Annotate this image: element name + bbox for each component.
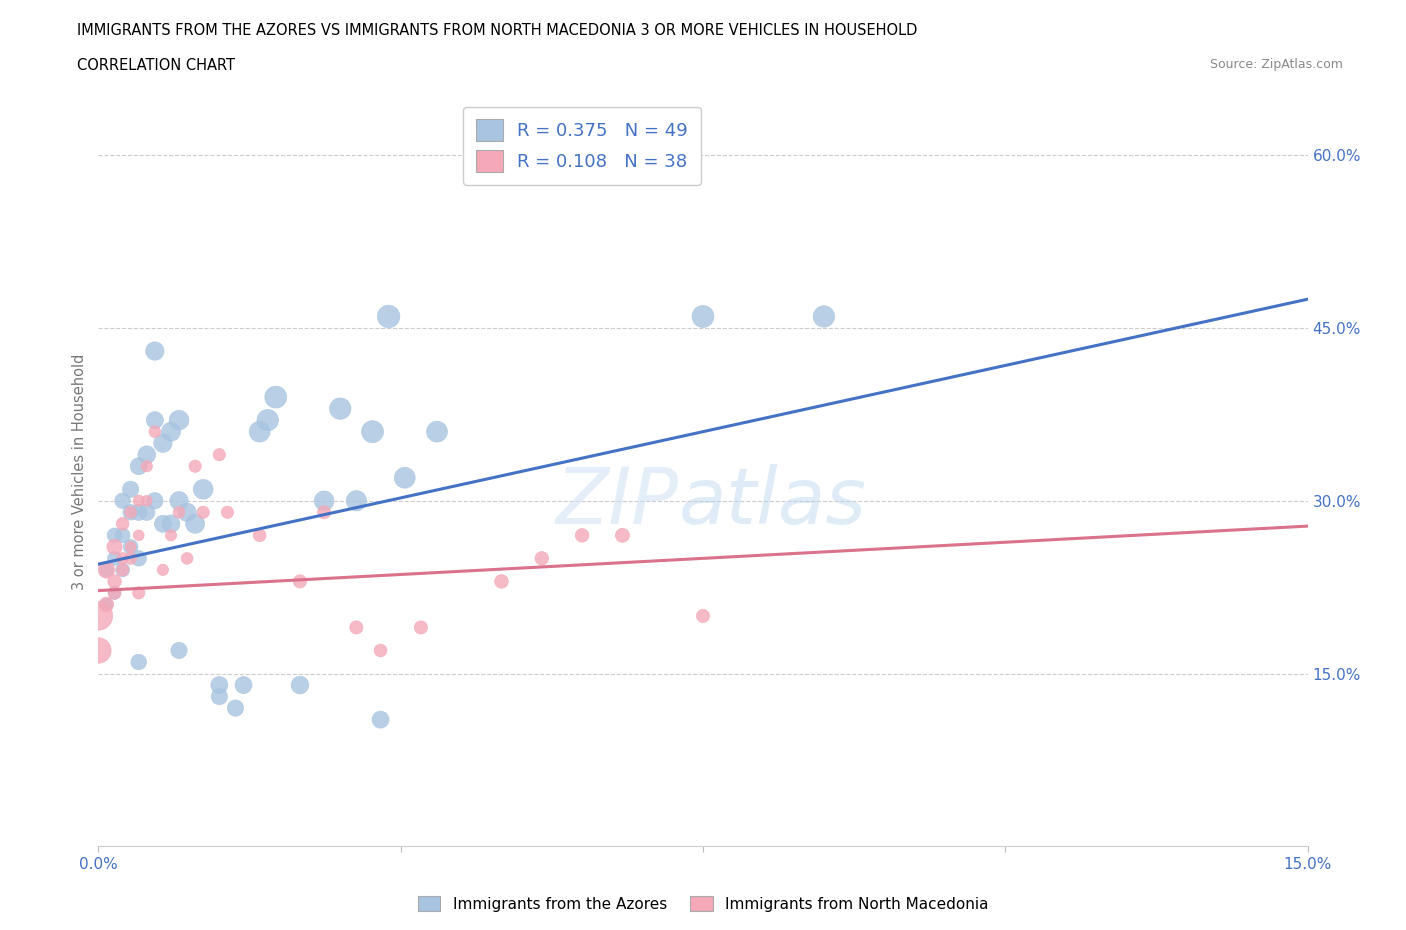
Point <box>111 493 134 508</box>
Point <box>692 309 714 324</box>
Point <box>96 597 118 612</box>
Point <box>152 563 174 578</box>
Point <box>288 574 311 589</box>
Point <box>329 401 352 416</box>
Point <box>249 424 271 439</box>
Point <box>344 620 367 635</box>
Point <box>193 505 215 520</box>
Point <box>176 505 198 520</box>
Point <box>167 493 190 508</box>
Point <box>135 447 157 462</box>
Point <box>120 539 142 554</box>
Point <box>143 413 166 428</box>
Text: Source: ZipAtlas.com: Source: ZipAtlas.com <box>1209 58 1343 71</box>
Point <box>128 505 150 520</box>
Point <box>370 712 392 727</box>
Point <box>103 551 125 565</box>
Point <box>111 551 134 565</box>
Point <box>143 493 166 508</box>
Point <box>208 447 231 462</box>
Point <box>128 528 150 543</box>
Point <box>426 424 449 439</box>
Point <box>813 309 835 324</box>
Point <box>103 574 125 589</box>
Point <box>167 413 190 428</box>
Point <box>120 505 142 520</box>
Point <box>217 505 239 520</box>
Point <box>96 563 118 578</box>
Point <box>128 551 150 565</box>
Point <box>96 563 118 578</box>
Point <box>184 516 207 531</box>
Point <box>103 539 125 554</box>
Point <box>128 458 150 473</box>
Point <box>111 563 134 578</box>
Point <box>224 700 246 715</box>
Point <box>208 689 231 704</box>
Point <box>370 643 392 658</box>
Point <box>314 505 336 520</box>
Point <box>409 620 432 635</box>
Point <box>128 586 150 601</box>
Point <box>143 424 166 439</box>
Point <box>111 563 134 578</box>
Point <box>160 528 183 543</box>
Point <box>96 597 118 612</box>
Point <box>103 586 125 601</box>
Point <box>128 655 150 670</box>
Y-axis label: 3 or more Vehicles in Household: 3 or more Vehicles in Household <box>72 353 87 591</box>
Point <box>361 424 384 439</box>
Point <box>571 528 593 543</box>
Point <box>152 436 174 451</box>
Point <box>249 528 271 543</box>
Point <box>143 343 166 358</box>
Point <box>111 528 134 543</box>
Point <box>160 424 183 439</box>
Point <box>103 528 125 543</box>
Point <box>314 493 336 508</box>
Point <box>152 516 174 531</box>
Point <box>264 390 287 405</box>
Text: atlas: atlas <box>679 464 866 540</box>
Point <box>491 574 513 589</box>
Point <box>377 309 399 324</box>
Point <box>208 678 231 693</box>
Point <box>288 678 311 693</box>
Point <box>530 551 553 565</box>
Point <box>120 539 142 554</box>
Point <box>103 586 125 601</box>
Text: IMMIGRANTS FROM THE AZORES VS IMMIGRANTS FROM NORTH MACEDONIA 3 OR MORE VEHICLES: IMMIGRANTS FROM THE AZORES VS IMMIGRANTS… <box>77 23 918 38</box>
Point <box>120 482 142 497</box>
Point <box>167 505 190 520</box>
Point <box>193 482 215 497</box>
Point <box>135 493 157 508</box>
Point <box>344 493 367 508</box>
Point <box>87 608 110 623</box>
Point <box>135 505 157 520</box>
Text: CORRELATION CHART: CORRELATION CHART <box>77 58 235 73</box>
Point <box>120 505 142 520</box>
Legend: Immigrants from the Azores, Immigrants from North Macedonia: Immigrants from the Azores, Immigrants f… <box>412 889 994 918</box>
Legend: R = 0.375   N = 49, R = 0.108   N = 38: R = 0.375 N = 49, R = 0.108 N = 38 <box>464 107 700 185</box>
Point <box>612 528 634 543</box>
Point <box>256 413 278 428</box>
Point <box>135 458 157 473</box>
Point <box>612 113 634 128</box>
Point <box>176 551 198 565</box>
Point <box>394 471 416 485</box>
Point <box>167 643 190 658</box>
Text: ZIP: ZIP <box>555 464 679 540</box>
Point <box>692 608 714 623</box>
Point <box>184 458 207 473</box>
Point <box>87 643 110 658</box>
Point <box>120 551 142 565</box>
Point <box>232 678 254 693</box>
Point <box>111 516 134 531</box>
Point <box>128 493 150 508</box>
Point <box>160 516 183 531</box>
